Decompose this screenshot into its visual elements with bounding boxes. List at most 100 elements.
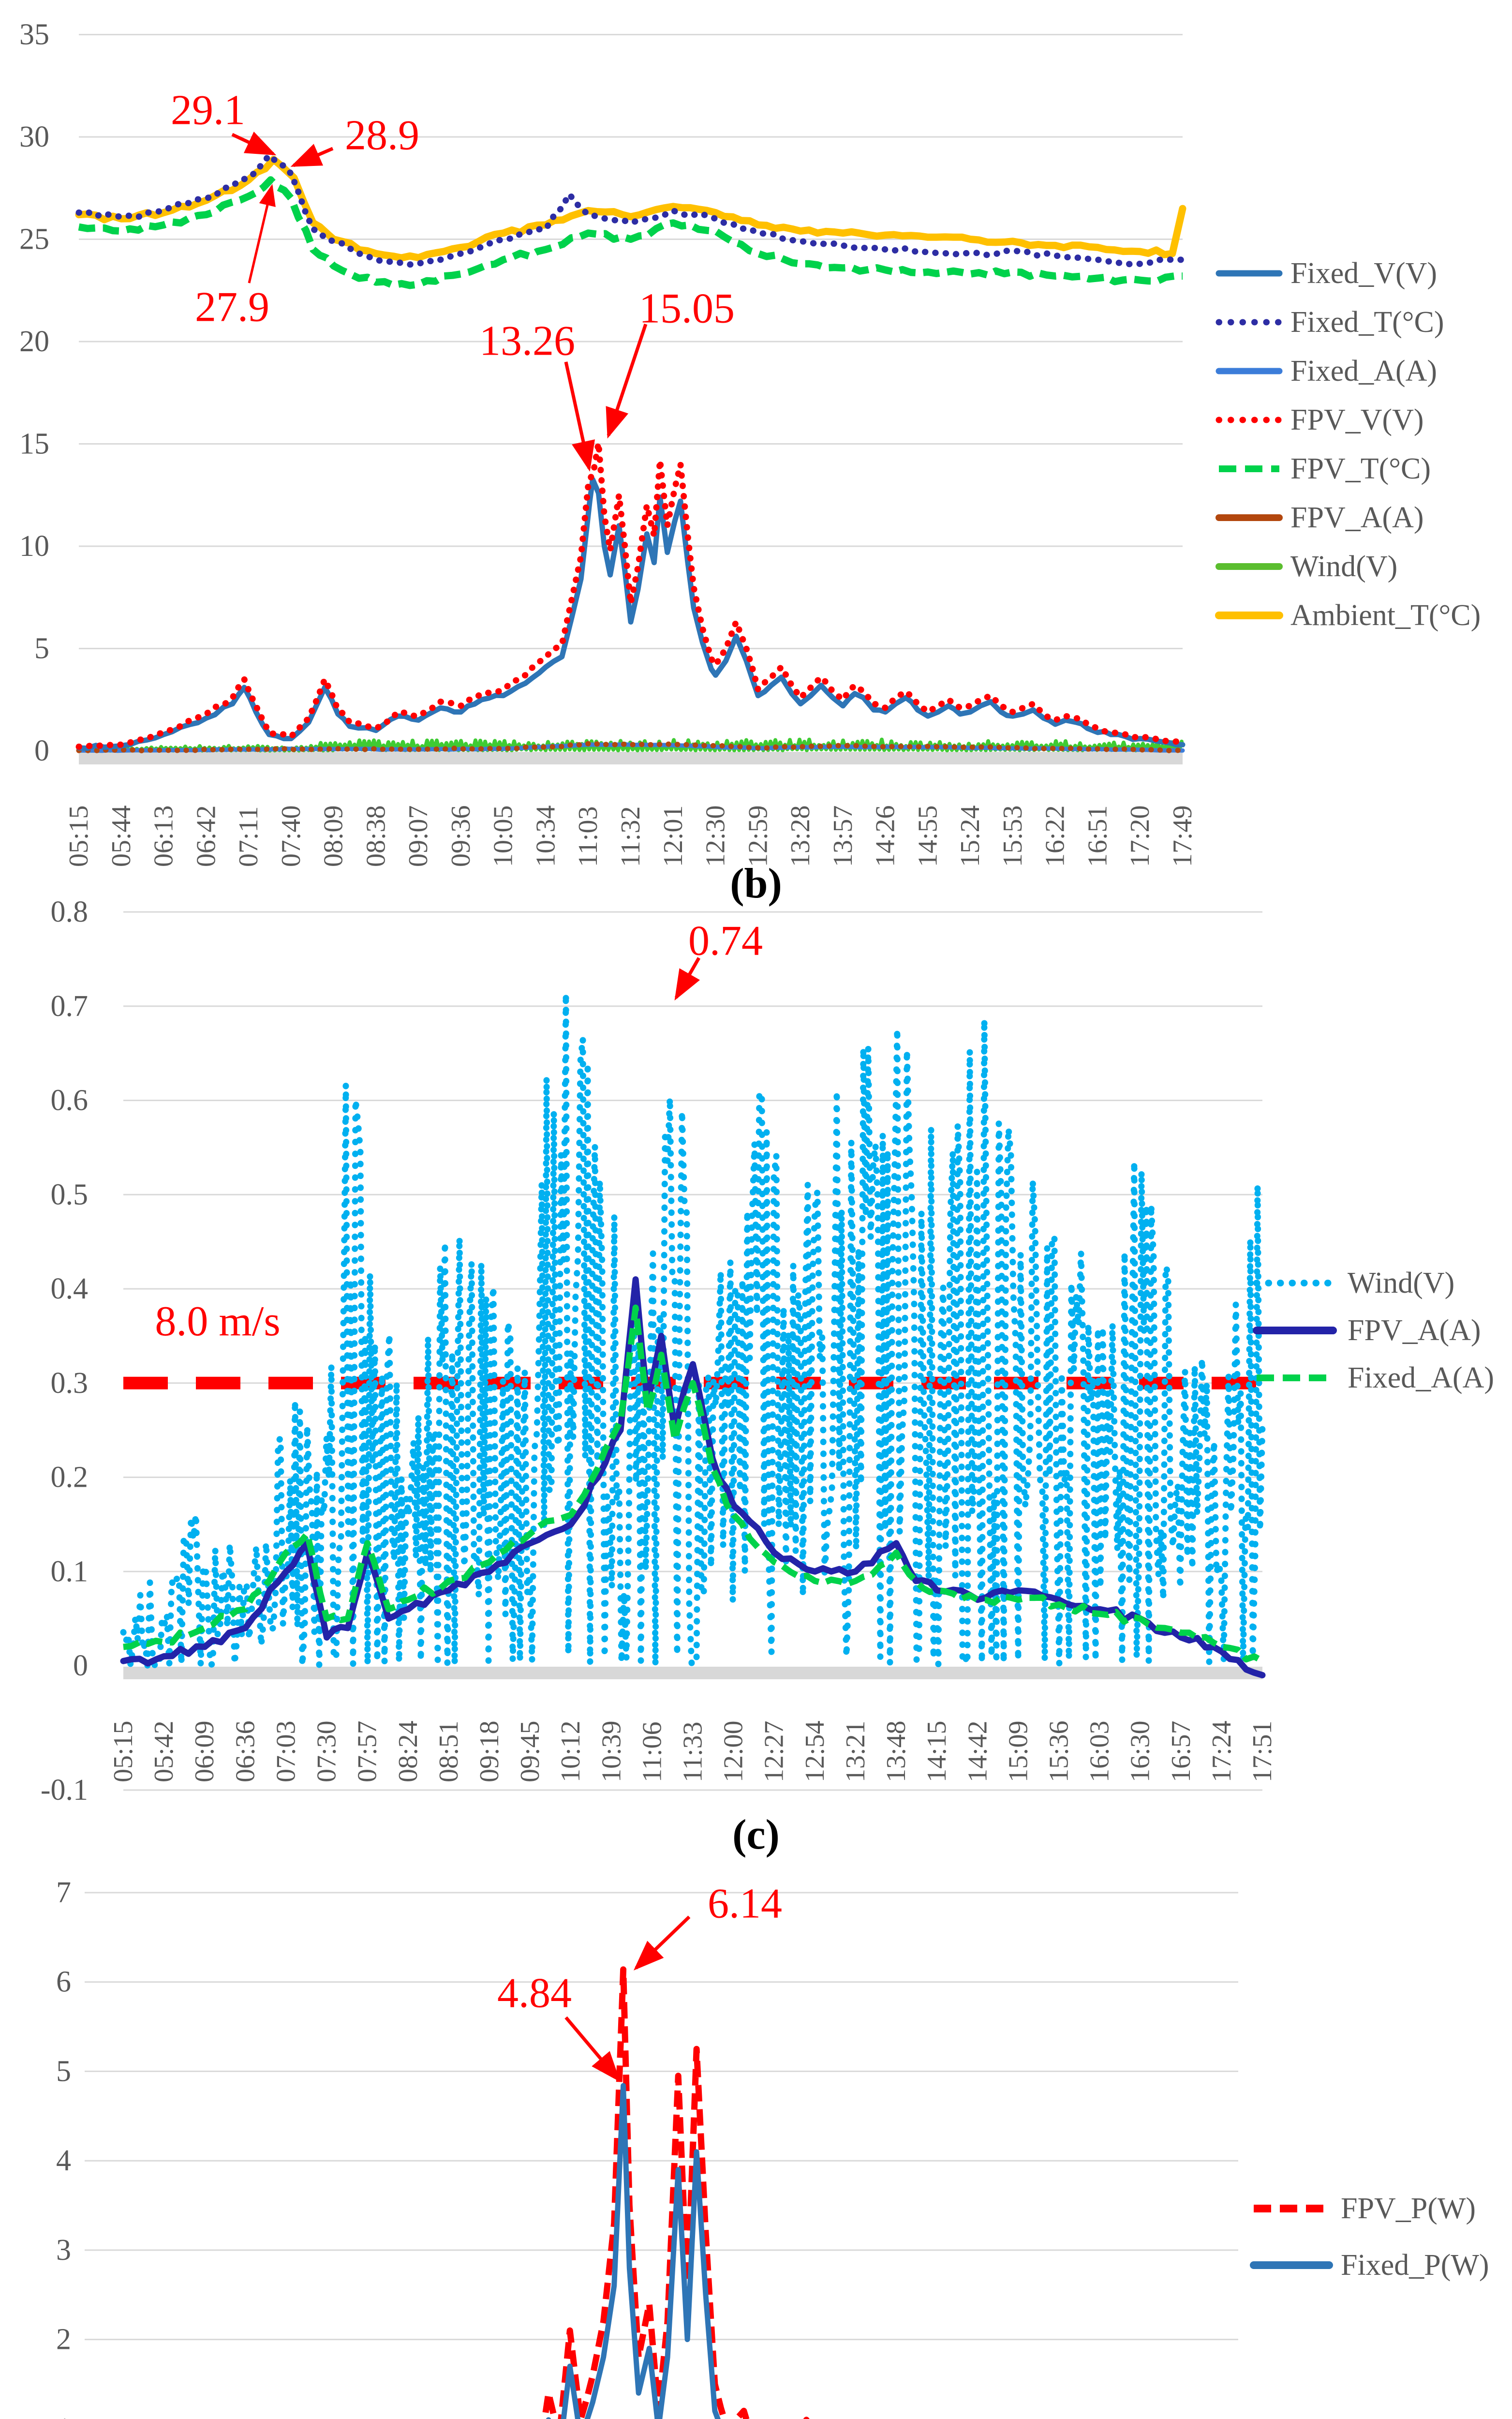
y-tick-label: 0.2: [51, 1461, 89, 1494]
x-tick-label: 10:05: [489, 805, 519, 867]
y-tick-label: 20: [19, 325, 49, 358]
y-tick-label: 10: [19, 530, 49, 563]
legend-label: Fixed_V(V): [1290, 257, 1437, 290]
chart-b: 35 30 25 20 15 10 5 0 05:15 05:44 06:13 06:42 07:11 0…: [19, 18, 1481, 867]
annotation-arrow: [231, 131, 277, 156]
x-tick-label: 08:51: [434, 1720, 464, 1782]
caption-chart-c: (c): [732, 1811, 780, 1858]
x-tick-label: 17:51: [1247, 1720, 1277, 1782]
x-tick-label: 05:44: [106, 805, 136, 867]
caption-chart-b: (b): [730, 860, 782, 907]
x-tick-label: 13:28: [786, 805, 815, 867]
x-tick-label: 09:18: [474, 1720, 504, 1782]
annotation-arrow: [633, 1915, 691, 1971]
x-tick-label: 12:00: [719, 1720, 749, 1782]
annotation-arrow: [248, 184, 276, 284]
y-tick-label: 1: [56, 2412, 71, 2419]
annotation-text: 29.1: [171, 87, 245, 134]
y-tick-label: -0.1: [41, 1774, 88, 1807]
legend-label: FPV_T(°C): [1290, 452, 1431, 485]
x-tick-label: 16:03: [1085, 1720, 1115, 1782]
x-tick-label: 14:26: [871, 805, 901, 867]
y-tick-label: 3: [56, 2234, 71, 2267]
x-tick-label: 13:48: [881, 1720, 911, 1782]
y-tick-label: 0.8: [51, 896, 89, 928]
series-fpv-a-a-: [76, 741, 1186, 754]
x-tick-label: 07:03: [271, 1720, 301, 1782]
y-tick-label: 0.6: [51, 1084, 89, 1117]
annotation-arrow: [674, 957, 701, 1001]
x-tick-label: 16:22: [1040, 805, 1070, 867]
y-tick-label: 0: [34, 734, 49, 767]
legend-chart-b: Fixed_V(V) Fixed_T(°C) Fixed_A(A) FPV_V(V) F…: [1215, 257, 1481, 632]
series-ambient-t-c-: [75, 156, 1186, 262]
chart-c: 0.8 0.7 0.6 0.5 0.4 0.3 0.2 0.1 0 -0.1 05:15 05:42 0…: [41, 896, 1494, 1807]
annotation-text: 0.74: [688, 918, 763, 965]
x-tick-label: 05:42: [149, 1720, 179, 1782]
y-tick-label: 0.4: [51, 1272, 89, 1305]
legend-label: FPV_A(A): [1290, 501, 1424, 534]
x-tick-label: 12:59: [743, 805, 773, 867]
legend-label: Fixed_T(°C): [1290, 306, 1444, 339]
x-tick-label: 11:06: [637, 1722, 667, 1782]
x-tick-label: 06:36: [230, 1720, 260, 1782]
annotation-text: 13.26: [479, 318, 575, 365]
x-tick-label: 08:38: [361, 805, 391, 867]
annotation-arrow: [564, 361, 595, 472]
x-tick-label: 07:57: [353, 1720, 383, 1782]
x-tick-label: 08:24: [393, 1720, 423, 1782]
x-tick-label: 06:13: [149, 805, 179, 867]
x-tick-label: 15:24: [955, 805, 985, 867]
x-tick-label: 10:39: [596, 1720, 626, 1782]
series-fpv-t-c-: [78, 176, 1183, 289]
series-fixed-t-c-: [75, 152, 1186, 268]
y-tick-label: 25: [19, 223, 49, 256]
x-tick-label: 15:53: [998, 805, 1028, 867]
legend-label: FPV_V(V): [1290, 403, 1424, 436]
annotation-arrow: [606, 323, 648, 439]
x-tick-label: 15:09: [1003, 1720, 1033, 1782]
annotation-text: 4.84: [497, 1970, 572, 2017]
x-tick-label: 09:07: [403, 805, 433, 867]
annotation-text: 15.05: [639, 285, 735, 332]
x-tick-label: 14:15: [922, 1720, 952, 1782]
x-tick-label: 11:32: [616, 806, 646, 867]
x-tick-label: 13:57: [828, 805, 858, 867]
x-tick-label: 09:36: [446, 805, 476, 867]
annotation-text: 27.9: [195, 284, 269, 331]
x-tick-label: 09:45: [515, 1720, 545, 1782]
x-tick-label: 17:20: [1125, 805, 1155, 867]
legend-label: Fixed_A(A): [1290, 355, 1437, 388]
x-tick-label: 07:40: [276, 805, 306, 867]
x-tick-label: 17:24: [1207, 1720, 1237, 1782]
x-tick-label: 11:03: [573, 806, 603, 867]
y-tick-label: 4: [56, 2144, 71, 2177]
x-tick-label: 12:27: [759, 1720, 789, 1782]
x-tick-label: 10:34: [531, 805, 561, 867]
x-tick-label: 16:30: [1126, 1720, 1156, 1782]
y-tick-label: 2: [56, 2323, 71, 2356]
annotation-arrow: [564, 2016, 621, 2082]
y-tick-label: 35: [19, 18, 49, 51]
chart-d: 7654321005:1505:4206:0906:3607:0307:3007…: [56, 1876, 1489, 2419]
y-tick-label: 0.5: [51, 1178, 89, 1211]
y-tick-label: 0.1: [51, 1555, 89, 1588]
x-tick-label: 05:15: [108, 1720, 138, 1782]
annotation-text: 6.14: [708, 1881, 782, 1927]
legend-chart-d: FPV_P(W) Fixed_P(W): [1250, 2192, 1489, 2282]
series-fixed-v-v-: [76, 477, 1186, 751]
x-axis-baseline: [79, 752, 1183, 764]
y-tick-label: 5: [34, 632, 49, 665]
series-fpv-p-w-: [541, 1966, 810, 2419]
x-tick-label: 14:55: [913, 805, 943, 867]
x-tick-label: 14:42: [963, 1720, 993, 1782]
legend-label: Fixed_P(W): [1341, 2249, 1489, 2282]
legend-label: FPV_A(A): [1348, 1314, 1481, 1347]
x-tick-label: 13:21: [841, 1720, 871, 1782]
x-tick-label: 12:01: [658, 805, 688, 867]
y-tick-label: 0.7: [51, 990, 89, 1023]
x-tick-label: 08:09: [319, 805, 349, 867]
x-tick-label: 05:15: [64, 805, 94, 867]
legend-label: Wind(V): [1290, 550, 1397, 583]
